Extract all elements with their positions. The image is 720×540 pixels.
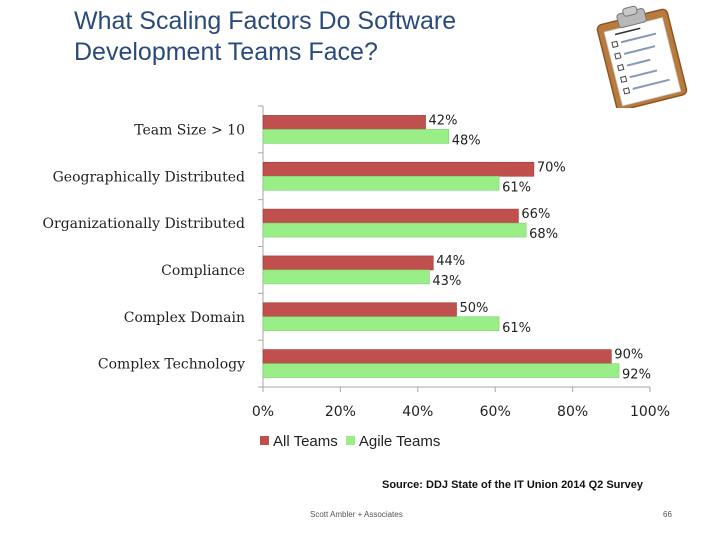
x-tick-label: 20%: [325, 404, 356, 420]
bar-agile-teams: [262, 175, 500, 191]
source-note: Source: DDJ State of the IT Union 2014 Q…: [382, 479, 644, 491]
category-label: Complex Domain: [124, 310, 245, 326]
x-tick-label: 100%: [630, 404, 670, 420]
legend-label-agile-teams: Agile Teams: [358, 433, 441, 450]
bar-agile-teams: [262, 269, 430, 285]
data-label-all-teams: 70%: [537, 160, 566, 175]
chart-legend: All Teams Agile Teams: [260, 433, 444, 450]
data-label-agile-teams: 92%: [622, 368, 651, 383]
x-tick-label: 80%: [557, 404, 588, 420]
bar-all-teams: [262, 302, 457, 318]
data-label-agile-teams: 68%: [529, 227, 558, 242]
legend-swatch-all-teams: [260, 436, 269, 445]
bar-all-teams: [262, 349, 612, 364]
slide-title-line-1: What Scaling Factors Do Software: [74, 7, 457, 35]
category-label: Compliance: [161, 263, 245, 279]
category-label: Geographically Distributed: [53, 169, 245, 185]
bar-all-teams: [262, 208, 519, 224]
data-label-agile-teams: 61%: [502, 180, 531, 195]
x-tick-label: 60%: [480, 404, 511, 420]
bar-agile-teams: [262, 316, 500, 332]
legend-item-all-teams: All Teams: [260, 433, 338, 450]
data-label-agile-teams: 43%: [432, 274, 461, 289]
data-label-all-teams: 50%: [460, 301, 489, 316]
bar-agile-teams: [262, 363, 620, 378]
data-label-all-teams: 90%: [614, 348, 643, 363]
data-label-all-teams: 66%: [521, 207, 550, 222]
slide-title-line-2: Development Teams Face?: [74, 38, 378, 66]
bar-agile-teams: [262, 222, 527, 238]
data-label-all-teams: 44%: [436, 254, 465, 269]
legend-swatch-agile-teams: [345, 436, 355, 445]
clipboard-checklist-icon: [596, 5, 688, 108]
data-label-agile-teams: 61%: [502, 321, 531, 336]
legend-label-all-teams: All Teams: [273, 433, 338, 450]
legend-item-agile-teams: Agile Teams: [345, 433, 441, 450]
footer-author: Scott Ambler + Associates: [310, 510, 403, 519]
bar-all-teams: [262, 115, 426, 130]
bar-agile-teams: [262, 129, 450, 144]
data-label-agile-teams: 48%: [452, 133, 481, 148]
x-tick-label: 40%: [402, 404, 433, 420]
bar-all-teams: [262, 161, 535, 177]
slide-title: What Scaling Factors Do Software Develop…: [74, 6, 554, 68]
footer-page-number: 66: [663, 510, 672, 519]
x-tick-label: 0%: [252, 404, 274, 420]
category-label: Complex Technology: [98, 357, 245, 373]
category-label: Team Size > 10: [134, 122, 245, 138]
data-label-all-teams: 42%: [429, 113, 458, 128]
category-label: Organizationally Distributed: [43, 216, 245, 232]
bar-all-teams: [262, 255, 434, 271]
